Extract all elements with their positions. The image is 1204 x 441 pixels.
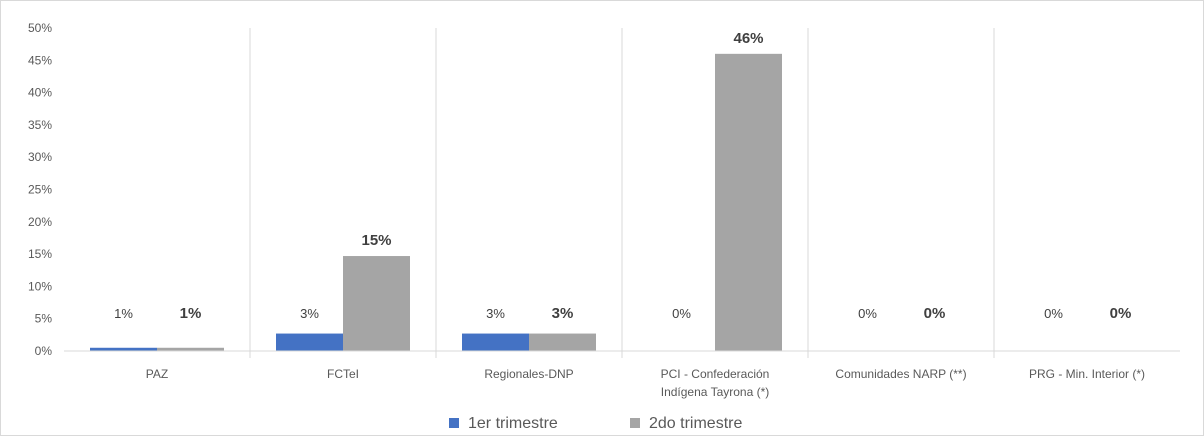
x-axis: PAZ FCTeI Regionales-DNP PCI - Confederació…	[146, 367, 1145, 399]
bar	[715, 53, 782, 352]
data-label: 0%	[858, 306, 877, 321]
bar	[90, 347, 157, 351]
x-tick-label: Regionales-DNP	[484, 367, 573, 381]
bar	[529, 333, 596, 351]
x-tick-label: Comunidades NARP (**)	[835, 367, 966, 381]
data-label: 3%	[300, 306, 319, 321]
category-separators	[249, 28, 995, 358]
legend-swatch	[630, 418, 640, 428]
y-tick-label: 35%	[28, 118, 52, 132]
x-tick-label: PRG - Min. Interior (*)	[1029, 367, 1145, 381]
data-label: 1%	[180, 305, 202, 322]
bars	[90, 53, 782, 352]
y-tick-label: 40%	[28, 86, 52, 100]
x-tick-label: PCI - Confederación Indígena Tayrona (*)	[661, 367, 770, 399]
data-label: 0%	[924, 305, 946, 322]
y-tick-label: 45%	[28, 53, 52, 67]
data-label: 0%	[1110, 305, 1132, 322]
x-tick-label: FCTeI	[327, 367, 359, 381]
y-tick-label: 0%	[35, 344, 53, 358]
y-tick-label: 10%	[28, 279, 52, 293]
y-tick-label: 50%	[28, 21, 52, 35]
legend-label: 2do trimestre	[649, 415, 742, 432]
y-tick-label: 20%	[28, 215, 52, 229]
bar	[462, 333, 529, 351]
legend-swatch	[449, 418, 459, 428]
data-label: 1%	[114, 306, 133, 321]
y-tick-label: 5%	[35, 312, 53, 326]
legend-label: 1er trimestre	[468, 415, 558, 432]
data-label: 15%	[361, 232, 391, 249]
legend: 1er trimestre 2do trimestre	[449, 415, 742, 432]
data-label: 46%	[733, 30, 763, 47]
legend-item: 1er trimestre	[449, 415, 558, 432]
bar	[343, 256, 410, 351]
data-label: 3%	[486, 306, 505, 321]
y-tick-label: 30%	[28, 150, 52, 164]
legend-item: 2do trimestre	[630, 415, 742, 432]
data-label: 3%	[552, 305, 574, 322]
x-tick-label: PAZ	[146, 367, 168, 381]
bar	[276, 333, 343, 351]
data-label: 0%	[672, 306, 691, 321]
data-label: 0%	[1044, 306, 1063, 321]
y-tick-label: 25%	[28, 183, 52, 197]
data-labels: 1% 1% 3% 15% 3% 3% 0% 46% 0% 0% 0% 0%	[114, 30, 1131, 322]
y-tick-label: 15%	[28, 247, 52, 261]
y-axis: 0% 5% 10% 15% 20% 25% 30% 35% 40% 45% 50%	[28, 21, 52, 358]
bar	[157, 347, 224, 351]
